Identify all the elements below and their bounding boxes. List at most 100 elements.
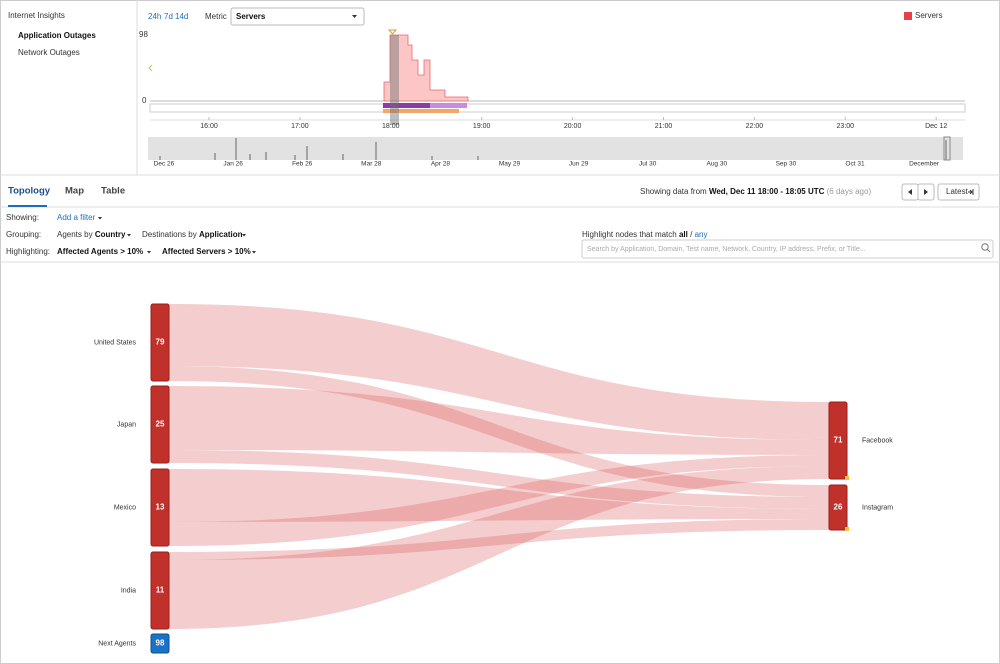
flow — [169, 304, 829, 440]
destination-node[interactable] — [828, 484, 848, 531]
source-node[interactable] — [150, 303, 170, 382]
overview-label: Jul 30 — [639, 161, 657, 168]
agents-grouping[interactable]: Agents by Country — [57, 230, 126, 239]
node-value: 13 — [156, 503, 165, 512]
overview-label: Aug 30 — [706, 161, 727, 168]
marker — [148, 64, 153, 72]
source-node[interactable] — [150, 633, 170, 654]
carets — [98, 217, 256, 254]
y-label: 0 — [142, 96, 147, 105]
node-label: Instagram — [862, 504, 893, 511]
caret — [352, 15, 357, 18]
tab[interactable]: Table — [101, 186, 125, 197]
latest-button[interactable] — [937, 183, 980, 201]
search-box[interactable] — [581, 239, 994, 259]
time-label: 17:00 — [291, 123, 309, 130]
time-label: 23:00 — [837, 123, 855, 130]
overview-window[interactable] — [943, 136, 951, 161]
destinations-grouping[interactable]: Destinations by Application — [142, 230, 243, 239]
source-node[interactable] — [150, 385, 170, 464]
sankey-flows — [169, 304, 829, 629]
status: Showing data from Wed, Dec 11 18:00 - 18… — [640, 187, 871, 196]
icon — [968, 189, 974, 195]
filter-label: Grouping: — [6, 230, 41, 239]
texts: Showing data from Wed, Dec 11 18:00 - 18… — [57, 187, 871, 239]
sidebar-item[interactable]: Network Outages — [18, 48, 80, 57]
metric-label: Metric — [205, 12, 227, 21]
range-button[interactable]: 7d — [164, 12, 173, 21]
node-value: 25 — [156, 420, 165, 429]
flow — [169, 366, 829, 497]
flow — [169, 450, 829, 509]
metric-value[interactable]: Servers — [236, 12, 266, 21]
node-badge — [845, 476, 849, 480]
legend-label: Servers — [915, 11, 943, 20]
icon — [924, 189, 928, 195]
overview-spikes — [159, 138, 947, 160]
overview-label: Oct 31 — [845, 161, 865, 168]
add-filter[interactable]: Add a filter — [57, 213, 96, 222]
highlight-agents[interactable]: Affected Agents > 10% — [57, 247, 143, 256]
tab[interactable]: Map — [65, 186, 84, 197]
time-label: 18:00 — [382, 123, 400, 130]
event-bar — [383, 109, 459, 113]
source-node[interactable] — [150, 468, 170, 547]
legend-swatch — [904, 12, 912, 20]
filter-label: Highlighting: — [6, 247, 50, 256]
time-label: 19:00 — [473, 123, 491, 130]
flow — [169, 469, 829, 522]
overview-label: December — [909, 161, 940, 168]
overview-label: Sep 30 — [776, 161, 797, 168]
overview[interactable] — [148, 137, 963, 160]
time-label: Dec 12 — [925, 123, 947, 130]
node-value: 79 — [156, 338, 165, 347]
node-value: 71 — [834, 436, 843, 445]
selection-handle[interactable] — [387, 29, 398, 35]
node-label: United States — [94, 339, 137, 346]
node-label: Next Agents — [98, 640, 136, 647]
event-bar — [383, 103, 430, 108]
node-label: Japan — [117, 421, 136, 428]
overview-label: Jan 26 — [223, 161, 243, 168]
filter-label: Showing: — [6, 213, 39, 222]
time-label: 20:00 — [564, 123, 582, 130]
selection[interactable] — [390, 35, 399, 125]
flow — [169, 466, 829, 629]
search-icon — [987, 249, 991, 253]
event-track — [149, 103, 966, 113]
sidebar-title[interactable]: Internet Insights — [8, 11, 65, 20]
node-badge — [845, 527, 849, 531]
sidebar-item[interactable]: Application Outages — [18, 31, 96, 40]
servers-area — [383, 34, 469, 102]
time-label: 21:00 — [655, 123, 673, 130]
node-value: 11 — [156, 586, 165, 595]
time-label: 22:00 — [746, 123, 764, 130]
highlight-match: Highlight nodes that match all / any — [582, 230, 707, 239]
source-node[interactable] — [150, 551, 170, 630]
overview-label: May 29 — [499, 161, 521, 168]
metric-dropdown[interactable] — [230, 7, 365, 26]
overview-label: Dec 26 — [154, 161, 175, 168]
flow — [169, 519, 829, 560]
y-label: 98 — [139, 30, 148, 39]
node-value: 26 — [834, 503, 843, 512]
node-label: Mexico — [114, 504, 136, 511]
node-label: Facebook — [862, 437, 893, 444]
flow — [169, 455, 829, 546]
range-button[interactable]: 24h — [148, 12, 161, 21]
node-label: India — [121, 587, 136, 594]
destination-node[interactable] — [828, 401, 848, 480]
time-label: 16:00 — [200, 123, 218, 130]
overview-label: Mar 28 — [361, 161, 382, 168]
overview-label: Feb 26 — [292, 161, 313, 168]
overview-label: Apr 28 — [431, 161, 451, 168]
latest-label[interactable]: Latest — [946, 187, 969, 196]
overview-label: Jun 29 — [569, 161, 589, 168]
flow — [169, 386, 829, 455]
highlight-servers[interactable]: Affected Servers > 10% — [162, 247, 251, 256]
tab[interactable]: Topology — [8, 186, 51, 197]
search-placeholder[interactable]: Search by Application, Domain, Test name… — [587, 246, 866, 253]
range-button[interactable]: 14d — [175, 12, 188, 21]
